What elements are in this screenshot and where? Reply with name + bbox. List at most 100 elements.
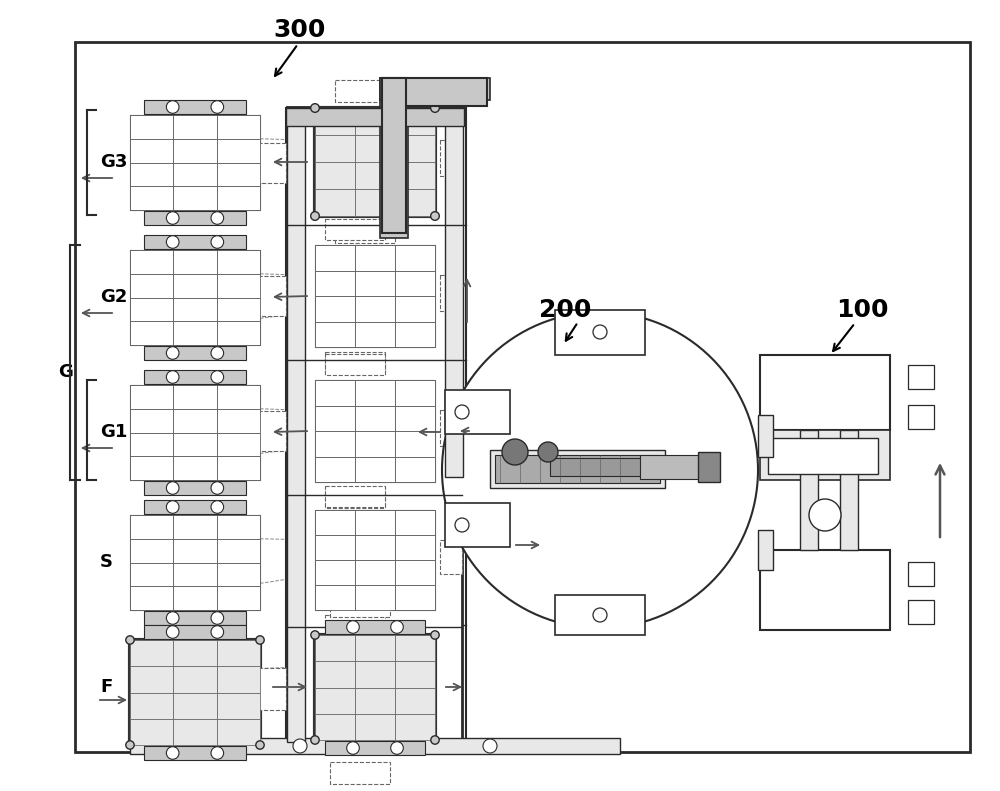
Circle shape bbox=[166, 747, 179, 759]
Bar bbox=[217, 539, 260, 562]
Bar bbox=[290, 112, 462, 740]
Bar bbox=[325, 741, 425, 755]
Bar bbox=[445, 503, 510, 547]
Bar bbox=[130, 692, 173, 719]
Circle shape bbox=[166, 100, 179, 113]
Bar bbox=[325, 219, 385, 240]
Circle shape bbox=[347, 621, 359, 634]
Bar bbox=[130, 586, 173, 610]
Bar bbox=[315, 406, 355, 431]
Bar bbox=[258, 668, 286, 710]
Bar bbox=[217, 433, 260, 456]
Bar bbox=[144, 370, 246, 384]
Bar bbox=[325, 615, 385, 636]
Circle shape bbox=[211, 482, 224, 494]
Bar bbox=[173, 539, 217, 562]
Circle shape bbox=[166, 236, 179, 248]
Circle shape bbox=[431, 212, 439, 221]
Bar bbox=[330, 595, 390, 617]
Bar bbox=[315, 635, 355, 661]
Bar bbox=[395, 535, 435, 560]
Bar bbox=[217, 586, 260, 610]
Bar bbox=[130, 738, 620, 754]
Bar bbox=[130, 115, 173, 138]
Bar bbox=[173, 562, 217, 586]
Bar bbox=[355, 189, 395, 216]
Bar bbox=[173, 433, 217, 456]
Bar bbox=[335, 80, 395, 102]
Bar bbox=[395, 635, 435, 661]
Bar bbox=[355, 135, 395, 162]
Bar bbox=[217, 692, 260, 719]
Bar bbox=[130, 640, 173, 666]
Bar bbox=[355, 713, 395, 740]
Circle shape bbox=[502, 439, 528, 465]
Bar bbox=[258, 276, 286, 316]
Bar bbox=[395, 687, 435, 713]
Bar bbox=[315, 271, 355, 296]
Bar bbox=[75, 42, 970, 752]
Bar bbox=[395, 108, 435, 135]
Bar bbox=[445, 390, 510, 434]
Circle shape bbox=[593, 608, 607, 622]
Bar bbox=[173, 274, 217, 297]
Circle shape bbox=[293, 739, 307, 753]
Circle shape bbox=[211, 501, 224, 513]
Bar bbox=[286, 108, 466, 744]
Text: 100: 100 bbox=[836, 298, 888, 322]
Bar bbox=[173, 138, 217, 162]
Bar bbox=[130, 250, 260, 345]
Circle shape bbox=[166, 212, 179, 225]
Bar bbox=[130, 562, 173, 586]
Bar bbox=[173, 515, 217, 539]
Bar bbox=[355, 585, 395, 610]
Bar bbox=[144, 481, 246, 495]
Bar bbox=[758, 530, 773, 570]
Bar bbox=[217, 297, 260, 321]
Bar bbox=[355, 560, 395, 585]
Bar bbox=[217, 640, 260, 666]
Bar bbox=[258, 411, 286, 451]
Bar bbox=[217, 719, 260, 745]
Bar bbox=[130, 138, 173, 162]
Bar bbox=[908, 405, 934, 429]
Bar bbox=[286, 108, 464, 126]
Circle shape bbox=[126, 636, 134, 644]
Bar bbox=[495, 455, 660, 483]
Bar bbox=[395, 560, 435, 585]
Bar bbox=[130, 162, 173, 186]
Bar bbox=[315, 321, 355, 347]
Bar bbox=[173, 186, 217, 210]
Circle shape bbox=[311, 104, 319, 112]
Bar bbox=[217, 138, 260, 162]
Bar bbox=[144, 500, 246, 514]
Circle shape bbox=[166, 501, 179, 513]
Bar bbox=[760, 550, 890, 630]
Bar bbox=[144, 100, 246, 114]
Bar bbox=[395, 431, 435, 456]
Bar bbox=[355, 535, 395, 560]
Bar bbox=[380, 78, 490, 100]
Bar bbox=[130, 433, 173, 456]
Bar bbox=[173, 162, 217, 186]
Bar bbox=[144, 746, 246, 760]
Bar bbox=[355, 510, 395, 535]
Bar bbox=[315, 380, 435, 482]
Bar bbox=[315, 585, 355, 610]
Bar bbox=[217, 186, 260, 210]
Bar bbox=[315, 189, 355, 216]
Bar bbox=[217, 456, 260, 480]
Bar bbox=[840, 430, 858, 550]
Bar bbox=[325, 486, 385, 507]
Bar bbox=[395, 135, 435, 162]
Bar bbox=[130, 456, 173, 480]
Bar bbox=[355, 661, 395, 687]
Bar bbox=[490, 450, 665, 488]
Text: 300: 300 bbox=[274, 18, 326, 42]
Bar bbox=[395, 510, 435, 535]
Bar bbox=[217, 515, 260, 539]
Bar bbox=[355, 271, 395, 296]
Bar bbox=[445, 107, 463, 477]
Bar bbox=[144, 625, 246, 639]
Bar bbox=[395, 245, 435, 271]
